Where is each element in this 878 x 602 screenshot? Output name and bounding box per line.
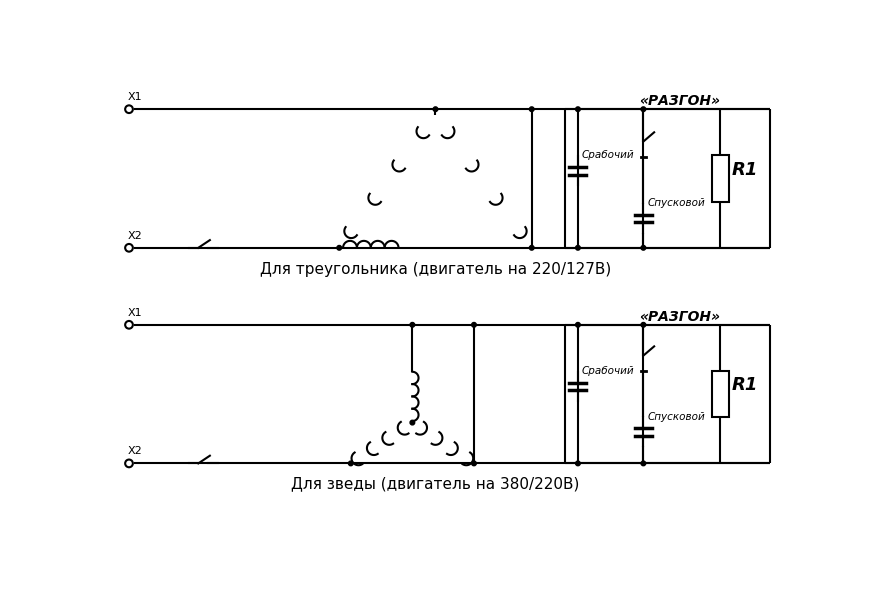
Circle shape	[336, 246, 342, 250]
Bar	[711, 371, 728, 417]
Text: «РАЗГОН»: «РАЗГОН»	[639, 310, 720, 324]
Circle shape	[471, 323, 476, 327]
Circle shape	[575, 246, 579, 250]
Circle shape	[433, 107, 437, 111]
Circle shape	[410, 420, 414, 425]
Text: X1: X1	[127, 308, 142, 318]
Circle shape	[410, 323, 414, 327]
Circle shape	[529, 246, 534, 250]
Circle shape	[640, 246, 645, 250]
Circle shape	[640, 323, 645, 327]
Circle shape	[348, 461, 353, 466]
Text: Спусковой: Спусковой	[646, 198, 704, 208]
Circle shape	[575, 107, 579, 111]
Text: X1: X1	[127, 92, 142, 102]
Circle shape	[471, 461, 476, 466]
Text: Для треугольника (двигатель на 220/127В): Для треугольника (двигатель на 220/127В)	[260, 262, 610, 277]
Text: «РАЗГОН»: «РАЗГОН»	[639, 95, 720, 108]
Text: R1: R1	[730, 161, 757, 179]
Text: X2: X2	[127, 231, 142, 241]
Circle shape	[640, 107, 645, 111]
Circle shape	[640, 461, 645, 466]
Text: X2: X2	[127, 446, 142, 456]
Circle shape	[529, 107, 534, 111]
Text: Для зведы (двигатель на 380/220В): Для зведы (двигатель на 380/220В)	[291, 476, 579, 491]
Text: Спусковой: Спусковой	[646, 412, 704, 421]
Bar	[711, 155, 728, 202]
Circle shape	[575, 323, 579, 327]
Text: Срабочий: Срабочий	[581, 150, 634, 161]
Text: R1: R1	[730, 376, 757, 394]
Circle shape	[575, 461, 579, 466]
Text: Срабочий: Срабочий	[581, 366, 634, 376]
